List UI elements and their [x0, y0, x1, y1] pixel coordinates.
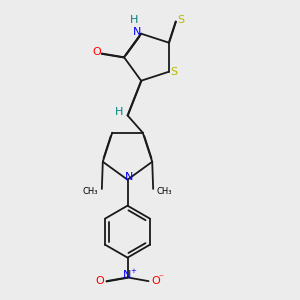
Text: H: H — [115, 107, 123, 117]
Text: O: O — [95, 276, 104, 286]
Text: +: + — [130, 268, 136, 274]
Text: N: N — [133, 27, 142, 38]
Text: N: N — [124, 172, 133, 182]
Text: CH₃: CH₃ — [157, 187, 172, 196]
Text: S: S — [171, 67, 178, 77]
Text: O: O — [92, 47, 101, 57]
Text: O: O — [151, 276, 160, 286]
Text: ⁻: ⁻ — [159, 274, 164, 284]
Text: S: S — [178, 15, 185, 25]
Text: CH₃: CH₃ — [82, 187, 98, 196]
Text: N: N — [123, 270, 132, 280]
Text: H: H — [130, 15, 138, 25]
